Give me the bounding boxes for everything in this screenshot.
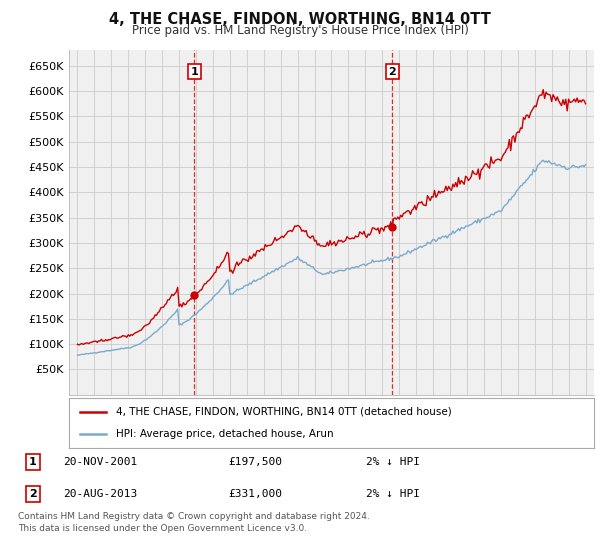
Text: 4, THE CHASE, FINDON, WORTHING, BN14 0TT: 4, THE CHASE, FINDON, WORTHING, BN14 0TT bbox=[109, 12, 491, 27]
Text: Price paid vs. HM Land Registry's House Price Index (HPI): Price paid vs. HM Land Registry's House … bbox=[131, 24, 469, 37]
Text: £331,000: £331,000 bbox=[228, 489, 282, 499]
Text: £197,500: £197,500 bbox=[228, 458, 282, 467]
Text: 2: 2 bbox=[389, 67, 397, 77]
Text: 2: 2 bbox=[29, 489, 37, 499]
Text: 1: 1 bbox=[190, 67, 198, 77]
Text: Contains HM Land Registry data © Crown copyright and database right 2024.
This d: Contains HM Land Registry data © Crown c… bbox=[18, 512, 370, 533]
Text: 1: 1 bbox=[29, 458, 37, 467]
Text: 2% ↓ HPI: 2% ↓ HPI bbox=[366, 458, 420, 467]
Text: 20-NOV-2001: 20-NOV-2001 bbox=[63, 458, 137, 467]
Text: 2% ↓ HPI: 2% ↓ HPI bbox=[366, 489, 420, 499]
Text: 20-AUG-2013: 20-AUG-2013 bbox=[63, 489, 137, 499]
Text: HPI: Average price, detached house, Arun: HPI: Average price, detached house, Arun bbox=[116, 429, 334, 439]
Text: 4, THE CHASE, FINDON, WORTHING, BN14 0TT (detached house): 4, THE CHASE, FINDON, WORTHING, BN14 0TT… bbox=[116, 407, 452, 417]
